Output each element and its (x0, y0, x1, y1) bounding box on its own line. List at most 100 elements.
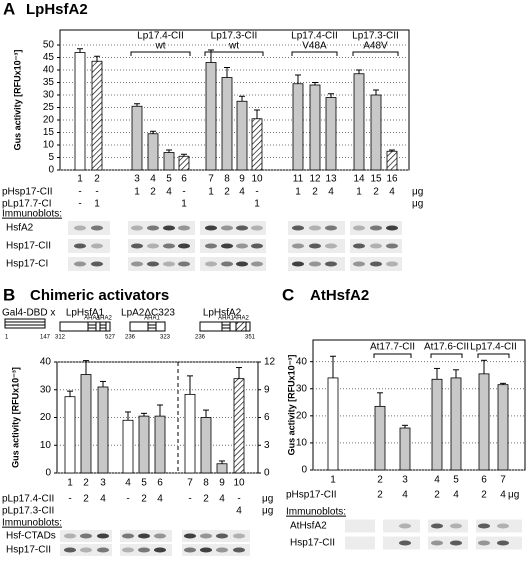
y-axis-label: Gus activity [RFUx10⁻³] (286, 355, 296, 456)
blot-band (431, 540, 443, 546)
x-tick-label: 1 (77, 174, 83, 185)
x-tick-label: 2 (377, 475, 383, 486)
row-value: 4 (239, 187, 245, 198)
blot-band (221, 261, 233, 267)
blot-label: HsfA2 (6, 223, 34, 234)
blot-band (138, 533, 150, 539)
x-tick-label: 5 (453, 475, 459, 486)
blot-band (386, 243, 398, 249)
group-sublabel: wt (155, 41, 166, 52)
dbd-box (4, 318, 46, 329)
blot-band (163, 225, 175, 231)
row-value: 2 (141, 494, 147, 505)
x-tick-label: 12 (309, 174, 321, 185)
blot-band (292, 225, 304, 231)
blot (350, 221, 402, 235)
construct-prefix: Gal4-DBD x (2, 308, 55, 319)
row-value: 1 (254, 199, 260, 210)
x-tick-label: 5 (166, 174, 172, 185)
bar (122, 419, 134, 474)
plot-frame (312, 339, 526, 471)
immunoblot-title: Immunoblots: (2, 518, 62, 529)
domain-label: AHA1 (218, 316, 234, 322)
blot-band (147, 261, 159, 267)
row-value: 4 (219, 494, 225, 505)
y-tick-label: 20 (43, 115, 55, 126)
row-value: 4 (328, 187, 334, 198)
y-tick-label: 40 (40, 357, 52, 368)
bar (497, 384, 509, 471)
blot (128, 239, 195, 253)
x-tick-label: 10 (233, 478, 245, 489)
y-tick-label: 0 (301, 465, 307, 476)
row-unit: μg (412, 187, 423, 198)
x-tick-label: 2 (94, 174, 100, 185)
blot (345, 519, 375, 533)
x-tick-label: 14 (353, 174, 365, 185)
y-tick-label: 10 (43, 140, 55, 151)
x-tick-label: 5 (141, 478, 147, 489)
bar (399, 427, 411, 471)
blot (60, 530, 112, 542)
y-tick-label: 10 (296, 438, 308, 449)
blot-band (233, 547, 245, 553)
bar (64, 396, 76, 474)
y2-tick-label: 3 (264, 440, 270, 451)
y2-tick-label: 0 (264, 468, 270, 479)
blot-band (353, 261, 365, 267)
blot (350, 239, 402, 253)
row-value: 4 (236, 506, 242, 517)
group-bracket (291, 51, 338, 56)
x-tick-label: 8 (203, 478, 209, 489)
row-value: 4 (166, 187, 172, 198)
blot-band (205, 243, 217, 249)
blot-band (184, 533, 196, 539)
row-value: 1 (181, 199, 187, 210)
y-axis-label: Gus activity [RFUx10⁻³] (10, 367, 20, 468)
blot-band (97, 533, 109, 539)
row-label: pLp17.4-CII (2, 494, 54, 505)
row-value: 4 (453, 490, 459, 501)
y-tick-label: 0 (48, 165, 54, 176)
blot (428, 536, 468, 550)
x-tick-label: 4 (434, 475, 440, 486)
y-tick-label: 0 (45, 468, 51, 479)
bar (236, 100, 248, 171)
blot-band (74, 243, 86, 249)
blot (128, 221, 195, 235)
blot-band (131, 261, 143, 267)
construct-number: 236 (195, 335, 206, 341)
y-tick-label: 40 (43, 65, 55, 76)
blot (476, 519, 522, 533)
row-value: 1 (208, 187, 214, 198)
group-sublabel: V48A (302, 41, 327, 52)
blot-band (292, 261, 304, 267)
row-value: - (188, 494, 191, 505)
blot-band (450, 540, 462, 546)
blot-band (251, 243, 263, 249)
row-unit: μg (262, 494, 273, 505)
row-label: pHsp17-CII (286, 490, 337, 501)
row-value: 1 (295, 187, 301, 198)
group-bracket (130, 51, 191, 56)
group-label: At17.6-CII (424, 342, 469, 353)
construct-number: 236 (125, 335, 136, 341)
y-tick-label: 10 (40, 440, 52, 451)
row-value: 1 (356, 187, 362, 198)
bar (233, 378, 245, 474)
bar (205, 62, 217, 171)
blot-band (251, 261, 263, 267)
blot-band (74, 261, 86, 267)
y-tick-label: 25 (43, 102, 55, 113)
aha-box (99, 321, 107, 332)
blot-band (200, 533, 212, 539)
blot (68, 221, 110, 235)
construct-number: 147 (40, 335, 51, 341)
blot (383, 519, 420, 533)
row-value: 2 (312, 187, 318, 198)
blot-label: Hsp17-CI (6, 259, 48, 270)
x-tick-label: 8 (224, 174, 230, 185)
bar (216, 463, 228, 474)
bar (478, 373, 490, 471)
x-tick-label: 1 (67, 478, 73, 489)
